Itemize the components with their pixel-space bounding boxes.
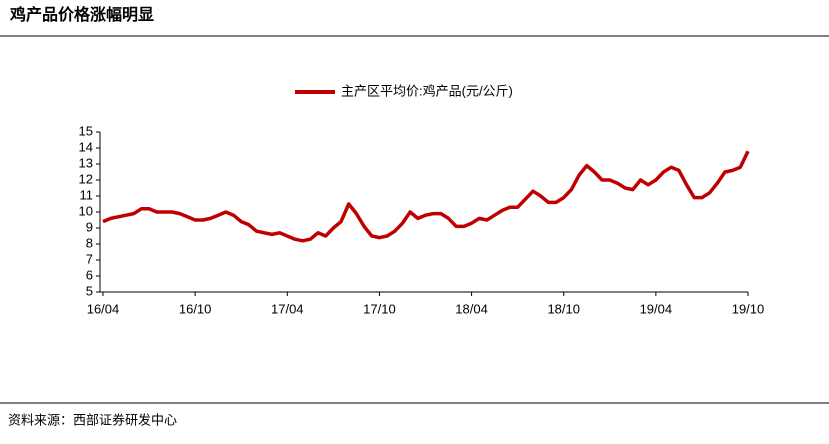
x-tick-label: 18/04 [455,301,488,316]
x-tick-label: 17/10 [363,301,396,316]
x-tick-label: 19/04 [640,301,673,316]
y-tick-label: 6 [86,267,93,282]
x-tick-label: 18/10 [547,301,580,316]
y-tick-label: 5 [86,283,93,298]
y-tick-label: 7 [86,251,93,266]
x-tick-label: 19/10 [732,301,765,316]
source: 资料来源：西部证券研发中心 [8,412,177,427]
y-tick-label: 10 [79,203,93,218]
x-tick-label: 17/04 [271,301,304,316]
y-tick-label: 8 [86,235,93,250]
series-line [102,150,750,243]
y-tick-label: 14 [79,139,93,154]
page-title: 鸡产品价格涨幅明显 [9,5,154,24]
y-tick-label: 13 [79,155,93,170]
x-tick-label: 16/10 [179,301,212,316]
x-tick-label: 16/04 [87,301,120,316]
y-tick-label: 12 [79,171,93,186]
legend-label: 主产区平均价:鸡产品(元/公斤) [341,83,513,98]
y-tick-label: 9 [86,219,93,234]
y-tick-label: 15 [79,123,93,138]
y-tick-label: 11 [80,187,94,202]
